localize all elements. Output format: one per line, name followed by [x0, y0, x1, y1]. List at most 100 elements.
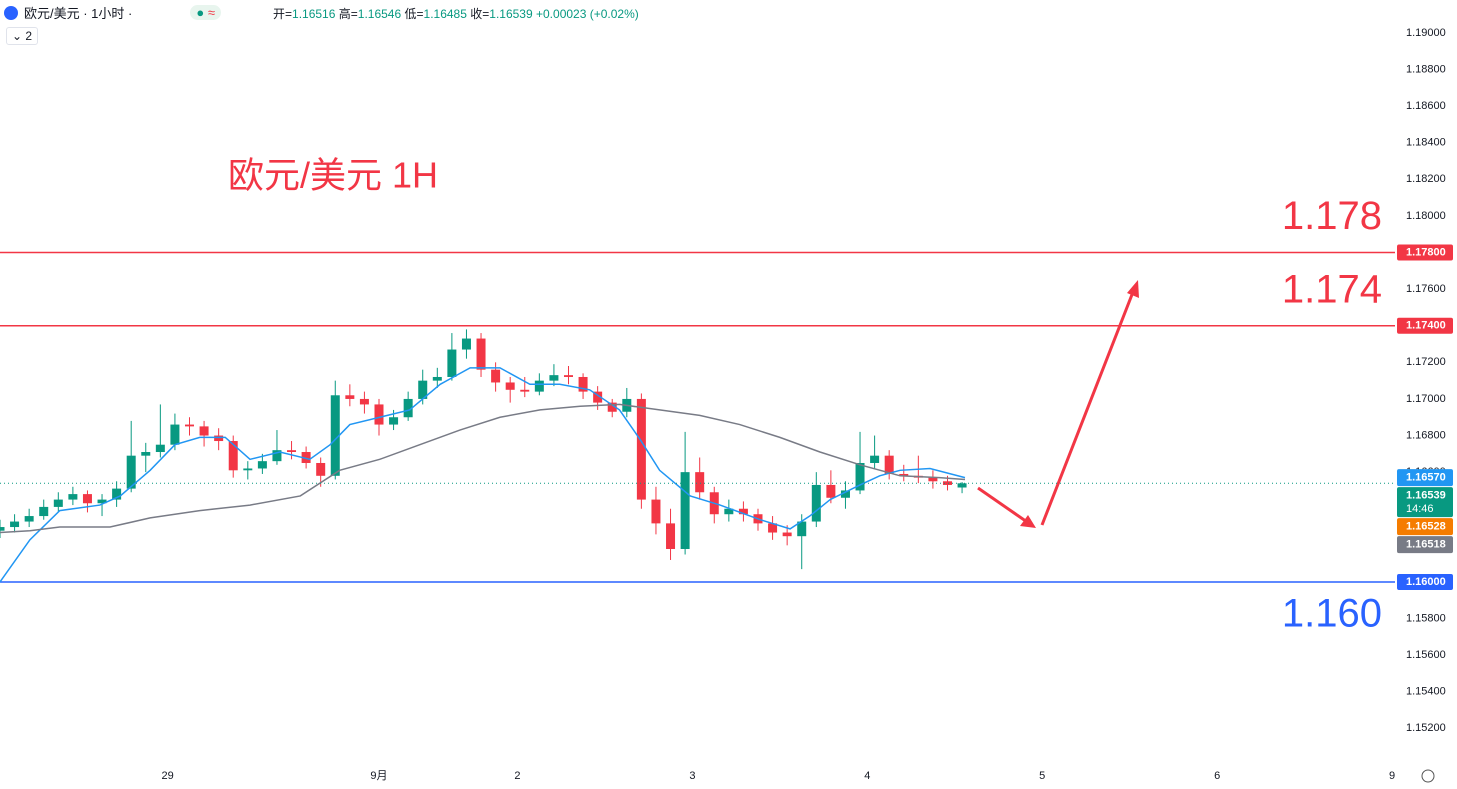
price-tag-countdown: 14:46: [1406, 503, 1434, 515]
candle-body: [97, 499, 107, 504]
arrow-head: [1020, 515, 1036, 528]
candle-body: [680, 472, 690, 550]
price-tag: [1397, 469, 1453, 487]
candle-body: [359, 398, 369, 405]
candle-body: [155, 444, 165, 453]
level-label: 1.160: [1282, 592, 1382, 636]
candle-body: [957, 483, 967, 488]
ohlc-label: 高=: [338, 7, 358, 21]
candle-body: [534, 380, 544, 392]
candle-body: [374, 404, 384, 425]
x-tick-label: 6: [1214, 770, 1220, 782]
symbol[interactable]: 欧元/美元 · 1小时 ·: [24, 6, 133, 21]
price-tag-label: 1.16539: [1406, 490, 1446, 502]
moving-average: [0, 403, 966, 534]
ohlc-value: 1.16539: [489, 7, 533, 21]
settings-icon[interactable]: [1421, 769, 1435, 783]
candle-body: [738, 508, 748, 515]
candle-body: [389, 417, 399, 425]
y-tick-label: 1.16800: [1406, 429, 1446, 441]
x-tick-label: 2: [514, 770, 520, 782]
candle-body: [199, 426, 209, 436]
candle-body: [243, 468, 253, 471]
arrow: [1040, 291, 1135, 526]
x-tick-label: 9月: [370, 770, 387, 782]
x-tick-label: 5: [1039, 770, 1045, 782]
candle-body: [24, 516, 34, 522]
candle-body: [666, 523, 676, 550]
candle-body: [826, 484, 836, 498]
candle-body: [563, 375, 573, 377]
candle-body: [840, 490, 850, 498]
y-tick-label: 1.18000: [1406, 210, 1446, 222]
ohlc-value: 1.16516: [292, 7, 336, 21]
x-tick-label: 4: [864, 770, 870, 782]
candle-body: [126, 455, 136, 489]
candle-body: [491, 369, 501, 383]
arrow: [977, 486, 1031, 526]
candle-body: [549, 375, 559, 381]
candle-body: [447, 349, 457, 377]
candle-body: [170, 424, 180, 445]
candle-body: [0, 527, 5, 531]
x-tick-label: 9: [1389, 770, 1395, 782]
level-tag-label: 1.17800: [1406, 246, 1446, 258]
y-tick-label: 1.19000: [1406, 27, 1446, 39]
candle-body: [797, 521, 807, 537]
candle-body: [636, 398, 646, 500]
indicator-toggle[interactable]: ⌄ 2: [6, 27, 39, 45]
candle-body: [10, 521, 20, 528]
y-tick-label: 1.15400: [1406, 686, 1446, 698]
candle-body: [811, 484, 821, 522]
candle-body: [461, 338, 471, 350]
candle-body: [68, 494, 78, 500]
y-tick-label: 1.18600: [1406, 100, 1446, 112]
y-tick-label: 1.15600: [1406, 649, 1446, 661]
candle-body: [316, 462, 326, 476]
ohlc-value: 1.16546: [357, 7, 402, 21]
candle-body: [899, 473, 909, 476]
y-tick-label: 1.15200: [1406, 722, 1446, 734]
candle-body: [141, 452, 151, 456]
y-tick-label: 1.17600: [1406, 283, 1446, 295]
ohlc-label: 低=: [404, 7, 424, 21]
chart-title: 欧元/美元 1H: [228, 155, 438, 196]
candle-body: [870, 455, 880, 463]
candle-body: [214, 435, 224, 442]
level-tag-label: 1.17400: [1406, 320, 1446, 332]
candle-body: [112, 488, 122, 500]
candle-body: [782, 532, 792, 537]
y-tick-label: 1.17200: [1406, 356, 1446, 368]
candle-body: [724, 508, 734, 515]
price-tag: [1397, 536, 1453, 554]
symbol-header: 欧元/美元 · 1小时 · ● ≈: [4, 3, 221, 22]
candle-body: [403, 398, 413, 418]
y-tick-label: 1.18400: [1406, 137, 1446, 149]
y-tick-label: 1.17000: [1406, 393, 1446, 405]
candle-body: [432, 376, 442, 381]
y-tick-label: 1.18200: [1406, 173, 1446, 185]
flag-icon: [4, 5, 18, 20]
x-tick-label: 29: [162, 770, 174, 782]
status-pill[interactable]: ● ≈: [190, 5, 221, 20]
candle-body: [330, 395, 340, 476]
level-tag: [1397, 244, 1453, 261]
candle-body: [272, 450, 282, 462]
price-tag: [1397, 487, 1453, 518]
price-tag-label: 1.16570: [1406, 472, 1446, 484]
candle-body: [928, 477, 938, 482]
level-tag: [1397, 317, 1453, 334]
level-tag-label: 1.16000: [1406, 576, 1446, 588]
candle-body: [942, 481, 952, 485]
level-label: 1.174: [1282, 267, 1382, 311]
candle-body: [505, 382, 515, 390]
indicator-count: 2: [25, 29, 33, 43]
change: +0.00023 (+0.02%): [536, 7, 639, 21]
candle-body: [578, 376, 588, 392]
candle-body: [287, 450, 297, 453]
candle-body: [257, 461, 267, 469]
candle-body: [593, 391, 603, 403]
ohlc-value: 1.16485: [423, 7, 467, 21]
